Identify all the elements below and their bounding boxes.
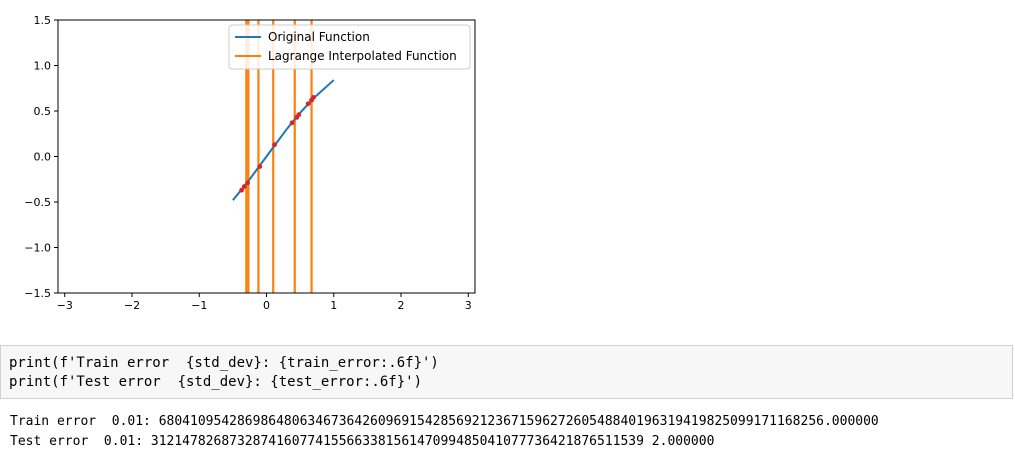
y-tick-label: −1.0 [24,242,51,255]
x-tick-label: 2 [398,299,405,312]
sample-point [241,184,247,189]
code-cell[interactable]: print(f'Train error {std_dev}: {train_er… [0,345,1013,399]
sample-point [289,120,295,126]
x-tick-label: 3 [465,299,472,312]
legend-label-lagrange: Lagrange Interpolated Function [268,49,457,63]
x-tick-label: 1 [330,299,337,312]
y-tick-label: 1.5 [34,14,52,27]
legend-label-original: Original Function [268,30,370,44]
sample-point [245,180,251,186]
sample-point [305,101,311,107]
cell-output: Train error 0.01: 6804109542869864806346… [10,412,1010,452]
y-tick-label: 1.0 [34,60,52,73]
y-tick-label: 0.0 [34,151,52,164]
y-tick-label: −1.5 [24,287,51,300]
chart: −3 −2 −1 0 1 2 3 1.5 1.0 0.5 0.0 −0.5 −1.0 −1.5 Orig… [24,14,476,312]
sample-point [239,187,245,193]
sample-point [296,112,302,118]
legend: Original Function Lagrange Interpolated … [228,24,471,70]
x-tick-label: −2 [124,299,140,312]
sample-point [272,142,277,148]
x-tick-label: −3 [57,299,73,312]
y-tick-label: 0.5 [34,105,52,118]
plot-output: −3 −2 −1 0 1 2 3 1.5 1.0 0.5 0.0 −0.5 −1.0 −1.5 Orig… [0,0,490,325]
x-tick-label: 0 [263,299,270,312]
code-line-1: print(f'Train error {std_dev}: {train_er… [9,355,439,371]
sample-point [257,164,263,169]
x-tick-label: −1 [191,299,207,312]
sample-point [311,94,316,100]
code-line-2: print(f'Test error {std_dev}: {test_erro… [9,374,423,390]
output-line-train: Train error 0.01: 6804109542869864806346… [10,414,879,429]
legend-box [228,24,471,70]
y-tick-label: −0.5 [24,196,51,209]
output-line-test: Test error 0.01: 31214782687328741607741… [10,434,715,449]
